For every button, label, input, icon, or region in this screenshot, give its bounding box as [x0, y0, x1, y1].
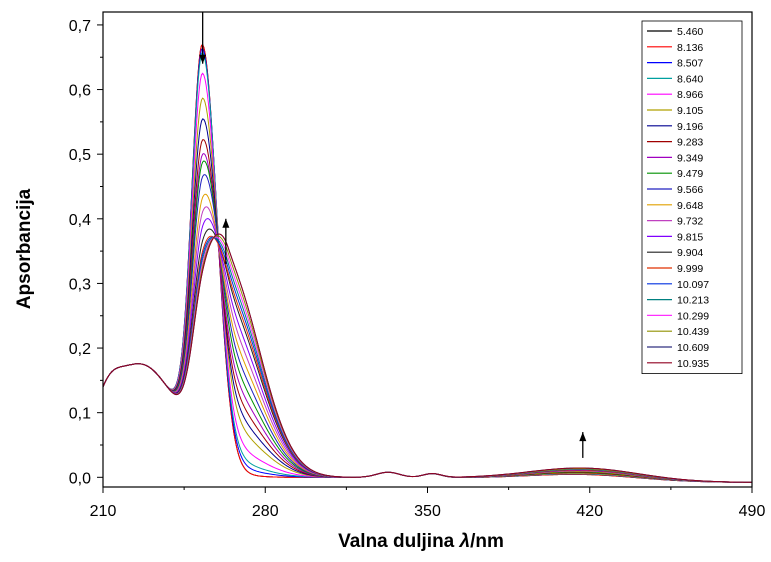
legend-label: 9.999 [677, 263, 703, 275]
legend-label: 9.105 [677, 105, 703, 117]
legend-label: 9.648 [677, 200, 703, 212]
legend-label: 9.349 [677, 152, 703, 164]
x-tick-label: 350 [414, 503, 441, 520]
legend-label: 9.196 [677, 121, 703, 133]
legend-label: 10.299 [677, 310, 709, 322]
legend-label: 8.640 [677, 73, 703, 85]
x-tick-label: 280 [252, 503, 279, 520]
legend-label: 9.566 [677, 184, 703, 196]
y-axis-title: Apsorbancija [14, 188, 35, 309]
y-tick-label: 0,1 [69, 406, 91, 423]
x-axis-title: Valna duljina λ/nm [338, 531, 504, 552]
series-line-21 [102, 233, 753, 483]
legend-label: 9.479 [677, 168, 703, 180]
legend-label: 9.732 [677, 216, 703, 228]
arrow-head [222, 218, 230, 228]
legend-label: 5.460 [677, 26, 703, 38]
y-tick-label: 0,2 [69, 341, 91, 358]
x-tick-label: 210 [90, 503, 117, 520]
x-axis-title-symbol: λ [459, 531, 471, 552]
legend: 5.460 8.136 8.507 8.640 8.966 9.105 9.196 9.283… [641, 20, 743, 375]
arrow-head [199, 54, 207, 64]
legend-label: 10.935 [677, 358, 709, 370]
legend-label: 9.815 [677, 231, 703, 243]
legend-label: 8.507 [677, 58, 703, 70]
arrow-head [579, 432, 587, 442]
y-tick-label: 0,4 [69, 212, 91, 229]
legend-label: 10.609 [677, 342, 709, 354]
series-layer [102, 43, 753, 483]
y-tick-label: 0,7 [69, 18, 91, 35]
x-axis-title-unit: /nm [470, 531, 504, 552]
y-tick-label: 0,6 [69, 83, 91, 100]
legend-label: 9.904 [677, 247, 703, 259]
y-tick-label: 0,3 [69, 276, 91, 293]
arrows-layer [199, 12, 587, 458]
legend-label: 8.136 [677, 42, 703, 54]
x-tick-label: 490 [739, 503, 766, 520]
ticks-layer: 210 280 350 420 490 0,0 0,1 0,2 0,3 0,4 0,5 0,6 0,7 [69, 18, 766, 520]
x-tick-label: 420 [576, 503, 603, 520]
legend-label: 10.213 [677, 295, 709, 307]
legend-label: 10.439 [677, 326, 709, 338]
y-tick-label: 0,5 [69, 147, 91, 164]
legend-label: 9.283 [677, 137, 703, 149]
x-axis-title-main: Valna duljina [338, 531, 459, 552]
legend-label: 10.097 [677, 279, 709, 291]
legend-label: 8.966 [677, 89, 703, 101]
y-tick-label: 0,0 [69, 470, 91, 487]
